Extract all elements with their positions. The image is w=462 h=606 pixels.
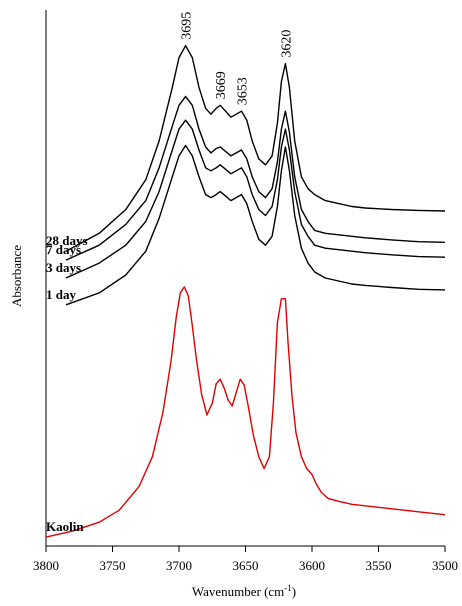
x-axis-title-superscript: -1 [284,583,292,593]
x-tick-label: 3750 [100,558,126,573]
series-label-kaolin: Kaolin [46,519,84,534]
x-tick-label: 3800 [33,558,59,573]
series-line-7-days [65,95,446,261]
series-line-28-days [65,45,446,252]
x-ticks: 3800 3750 3700 3650 3600 3550 3500 [33,546,458,573]
x-tick-label: 3600 [299,558,325,573]
x-tick-label: 3650 [233,558,259,573]
series-lines [45,45,446,538]
series-line-kaolin [45,286,446,538]
series-line-3-days [65,119,446,279]
x-tick-label: 3700 [166,558,192,573]
peak-label-3695: 3695 [180,12,195,40]
series-label-28-days: 28 days [46,233,88,248]
x-axis-title-main: Wavenumber (cm [192,584,284,599]
x-tick-label: 3500 [432,558,458,573]
peak-label-3669: 3669 [214,71,229,99]
series-label-7-days: 7 days [46,242,81,257]
peak-label-3620: 3620 [279,30,294,58]
x-tick-label: 3550 [366,558,392,573]
series-label-1-day: 1 day [46,287,76,302]
x-axis-title-close: ) [292,584,296,599]
y-axis-title: Absorbance [9,245,24,307]
series-label-3-days: 3 days [46,260,81,275]
x-axis-title: Wavenumber (cm-1) [192,583,296,599]
series-line-1-day [65,144,446,306]
peak-labels: 3695 3669 3653 3620 [180,12,295,106]
peak-label-3653: 3653 [236,77,251,105]
